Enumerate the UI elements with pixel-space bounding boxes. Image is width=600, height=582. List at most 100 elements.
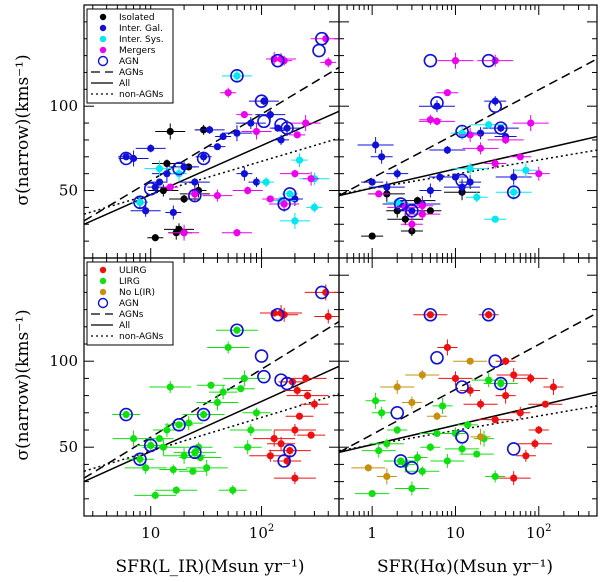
- fit-line-non-agns: [84, 137, 339, 215]
- legend-marker: [97, 297, 109, 309]
- data-point-ulirg: [535, 426, 543, 434]
- data-point-lirg: [408, 484, 416, 493]
- data-point-inter-gal-: [476, 129, 485, 137]
- data-point-mergers: [443, 89, 451, 97]
- data-point-mergers: [476, 144, 485, 152]
- agn-ring: [488, 354, 503, 369]
- data-point-ulirg: [426, 311, 434, 319]
- legend-label: All: [119, 321, 130, 331]
- data-point-mergers: [451, 57, 460, 65]
- data-point-lirg: [497, 379, 505, 388]
- y-tick-label: 100: [49, 352, 78, 370]
- data-point-lirg: [237, 385, 245, 393]
- agn-ring: [257, 369, 271, 384]
- agn-ring: [172, 418, 186, 432]
- panel-bottom-right: 1 10 102: [338, 257, 598, 542]
- data-point-isolated: [175, 225, 183, 233]
- data-point-mergers: [408, 220, 416, 228]
- agn-ring: [188, 445, 202, 460]
- y-axis-title-top: σ(narrow)(kms⁻¹): [13, 54, 33, 205]
- data-point-lirg: [473, 450, 481, 458]
- data-point-inter-gal-: [497, 124, 505, 132]
- agn-ring: [254, 349, 269, 363]
- agn-ring: [390, 405, 405, 420]
- agn-ring: [481, 53, 496, 68]
- data-point-isolated: [368, 232, 376, 240]
- data-point-inter-sys-: [466, 165, 474, 173]
- data-point-mergers: [166, 183, 174, 191]
- data-point-lirg: [244, 443, 252, 451]
- data-point-mergers: [535, 170, 543, 178]
- data-point-lirg: [203, 464, 211, 472]
- panel-top-right: [338, 4, 598, 259]
- data-point-lirg: [224, 343, 232, 352]
- agn-ring: [393, 197, 408, 211]
- data-point-inter-gal-: [436, 173, 444, 181]
- agn-ring: [280, 121, 294, 135]
- legend-marker: [99, 13, 107, 21]
- fit-line-all: [84, 110, 339, 225]
- agn-ring: [423, 53, 438, 68]
- data-point-ulirg: [302, 374, 310, 382]
- data-point-inter-sys-: [136, 198, 144, 206]
- data-point-lirg: [383, 440, 391, 448]
- data-point-lirg: [169, 465, 177, 474]
- data-point-mergers: [252, 127, 261, 136]
- data-point-inter-sys-: [491, 215, 499, 223]
- data-point-no-l-ir-: [393, 383, 401, 391]
- data-point-lirg: [185, 419, 193, 427]
- agn-ring: [133, 195, 147, 210]
- legend-label: Inter. Gal.: [119, 24, 163, 34]
- agn-ring: [119, 151, 133, 166]
- data-point-lirg: [378, 409, 386, 417]
- data-point-mergers: [291, 170, 299, 178]
- agn-ring: [430, 96, 444, 110]
- data-point-lirg: [213, 398, 222, 407]
- data-point-mergers: [307, 175, 315, 183]
- data-point-inter-sys-: [510, 188, 518, 196]
- legend-marker: [99, 46, 107, 54]
- data-point-inter-sys-: [286, 190, 294, 198]
- legend-label: AGN: [119, 299, 139, 309]
- data-point-no-l-ir-: [408, 398, 416, 407]
- data-point-ulirg: [549, 383, 558, 391]
- data-point-isolated: [163, 159, 171, 168]
- data-point-mergers: [324, 58, 332, 66]
- data-point-ulirg: [295, 412, 304, 420]
- data-point-inter-gal-: [426, 186, 434, 195]
- data-point-lirg: [433, 429, 441, 438]
- agn-ring: [254, 94, 269, 108]
- agn-ring: [455, 124, 469, 139]
- data-point-no-l-ir-: [433, 412, 441, 420]
- data-point-ulirg: [516, 409, 524, 417]
- data-point-inter-sys-: [522, 166, 530, 174]
- data-point-lirg: [229, 486, 237, 494]
- data-point-inter-gal-: [277, 136, 285, 144]
- data-point-ulirg: [451, 374, 460, 382]
- agn-ring: [315, 285, 329, 300]
- data-point-ulirg: [310, 400, 319, 408]
- data-point-ulirg: [502, 357, 510, 365]
- legend-label: Isolated: [119, 13, 155, 23]
- data-point-ulirg: [283, 457, 291, 465]
- fit-line-agns: [339, 58, 597, 197]
- data-point-ulirg: [291, 426, 299, 434]
- agn-ring: [506, 442, 521, 456]
- agn-ring: [455, 430, 469, 444]
- fit-line-non-agns: [339, 149, 597, 195]
- data-point-inter-sys-: [458, 129, 466, 137]
- legend-marker: [99, 24, 107, 32]
- legend-label: LIRG: [119, 277, 140, 287]
- data-point-inter-gal-: [206, 126, 214, 134]
- data-point-inter-sys-: [233, 72, 241, 80]
- data-point-ulirg: [270, 435, 278, 443]
- data-point-inter-gal-: [191, 178, 199, 186]
- data-point-mergers: [244, 186, 252, 195]
- data-point-mergers: [418, 202, 426, 210]
- y-tick-label: 100: [49, 97, 78, 115]
- data-point-inter-gal-: [213, 143, 222, 151]
- data-point-lirg: [163, 426, 171, 434]
- data-point-mergers: [502, 136, 510, 144]
- data-point-lirg: [122, 410, 130, 419]
